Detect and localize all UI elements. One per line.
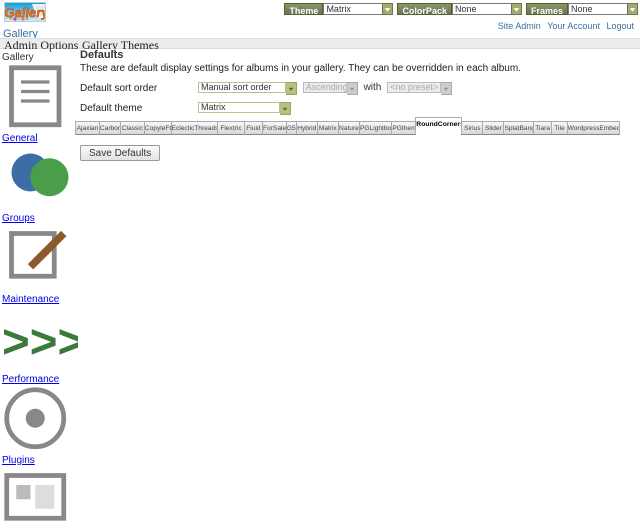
svg-text:>>>: >>> — [2, 315, 78, 368]
svg-text:Gallery: Gallery — [5, 5, 46, 20]
